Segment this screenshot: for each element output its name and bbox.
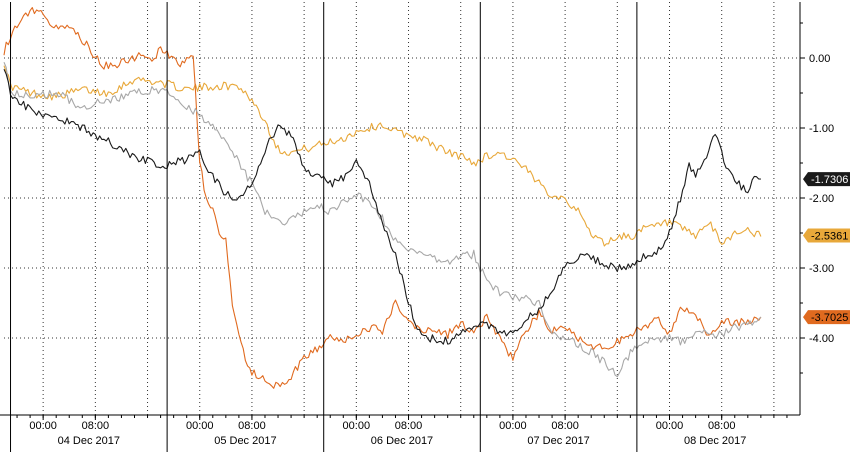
x-tick-label: 00:00 <box>656 420 684 432</box>
x-tick-label: 08:00 <box>82 420 110 432</box>
last-value-labels: -2.5361 -3.7025 -1.7306 <box>803 172 850 325</box>
series-line <box>3 61 762 378</box>
day-label: 08 Dec 2017 <box>684 435 746 447</box>
x-tick-label: 08:00 <box>551 420 579 432</box>
day-label: 04 Dec 2017 <box>58 435 120 447</box>
x-tick-label: 00:00 <box>499 420 527 432</box>
x-tick-label: 08:00 <box>395 420 423 432</box>
x-tick-label: 00:00 <box>29 420 57 432</box>
day-label: 05 Dec 2017 <box>214 435 276 447</box>
last-value-tag <box>803 172 850 187</box>
last-value-tag <box>803 310 850 325</box>
x-tick-label: 08:00 <box>238 420 266 432</box>
x-tick-label: 08:00 <box>708 420 736 432</box>
y-tick-label: 0.00 <box>809 53 830 65</box>
series-line <box>3 65 762 247</box>
last-value-label: -3.7025 <box>811 312 848 324</box>
series-layer <box>3 7 762 389</box>
series-line <box>3 7 762 389</box>
y-tick-label: -1.00 <box>809 123 834 135</box>
x-tick-label: 00:00 <box>343 420 371 432</box>
last-value-tag <box>803 228 850 243</box>
y-tick-label: -3.00 <box>809 263 834 275</box>
y-tick-label: -2.00 <box>809 193 834 205</box>
series-line <box>3 68 761 345</box>
x-tick-label: 00:00 <box>186 420 214 432</box>
last-value-label: -1.7306 <box>811 174 848 186</box>
day-label: 06 Dec 2017 <box>371 435 433 447</box>
grid <box>4 2 800 415</box>
day-label: 07 Dec 2017 <box>527 435 589 447</box>
last-value-label: -2.5361 <box>811 231 848 243</box>
y-tick-label: -4.00 <box>809 333 834 345</box>
